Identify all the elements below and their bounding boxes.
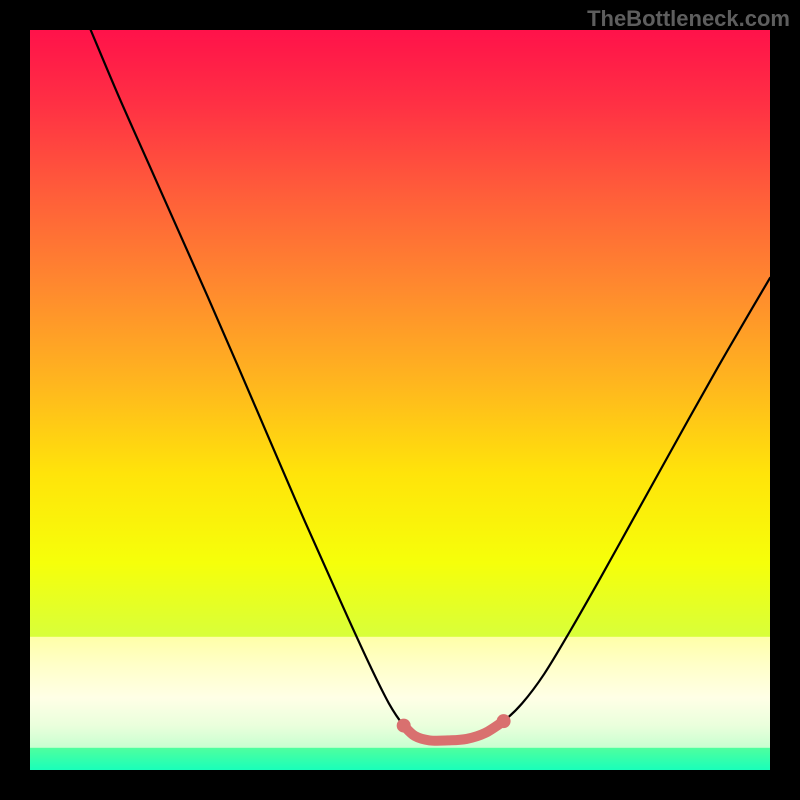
watermark-text: TheBottleneck.com (587, 6, 790, 32)
chart-container: TheBottleneck.com (0, 0, 800, 800)
trough-endpoint-right (497, 714, 511, 728)
trough-endpoint-left (397, 719, 411, 733)
chart-svg (30, 30, 770, 770)
plot-area (30, 30, 770, 770)
